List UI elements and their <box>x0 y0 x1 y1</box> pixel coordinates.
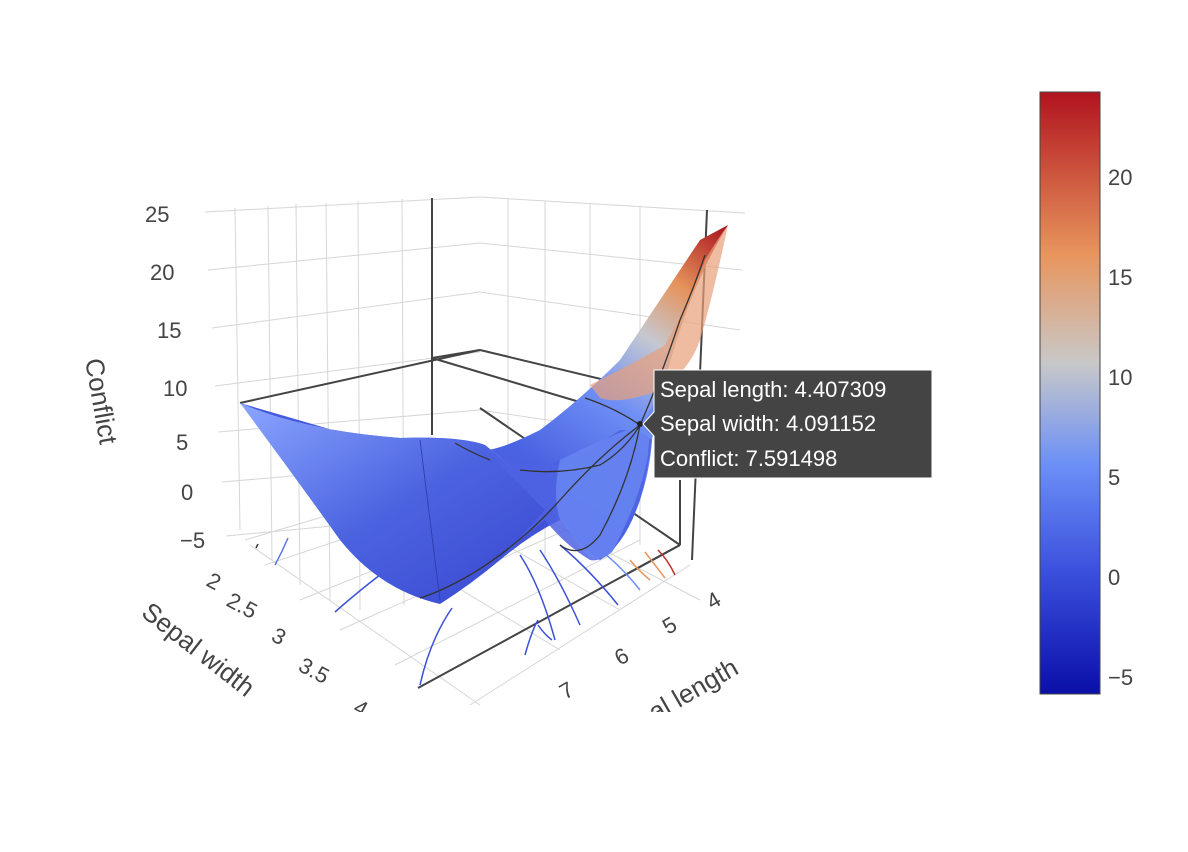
z-ticks: 25 20 15 10 5 0 −5 <box>145 202 205 553</box>
colorbar-tick: −5 <box>1108 665 1133 690</box>
z-tick: −5 <box>180 528 205 553</box>
colorbar-tick: 5 <box>1108 465 1120 490</box>
y-tick: 3.5 <box>295 652 334 688</box>
z-tick: 5 <box>176 430 188 455</box>
z-tick: 10 <box>163 376 187 401</box>
surface-contours <box>419 254 706 601</box>
z-tick: 20 <box>150 260 174 285</box>
plot-clip-mask <box>0 712 1000 852</box>
hover-line-y: Sepal width: 4.091152 <box>660 411 876 436</box>
z-tick: 0 <box>181 480 193 505</box>
hover-line-z: Conflict: 7.591498 <box>660 446 837 471</box>
colorbar-gradient <box>1039 91 1101 695</box>
colorbar-tick: 0 <box>1108 565 1120 590</box>
surface[interactable] <box>240 225 728 604</box>
hover-tooltip: Sepal length: 4.407309 Sepal width: 4.09… <box>642 369 933 479</box>
y-tick: 2 <box>203 567 226 595</box>
y-tick: 2.5 <box>223 587 262 623</box>
x-tick: 7 <box>555 677 578 705</box>
y-tick: 3 <box>268 622 291 650</box>
colorbar-tick: 10 <box>1108 365 1132 390</box>
colorbar: 20 15 10 5 0 −5 <box>1039 91 1133 695</box>
y-ticks: 2 2.5 3 3.5 4 <box>203 567 373 722</box>
x-tick: 5 <box>658 612 681 640</box>
colorbar-tick: 15 <box>1108 265 1132 290</box>
floor-contours <box>255 537 676 686</box>
z-tick: 15 <box>157 318 181 343</box>
hover-line-x: Sepal length: 4.407309 <box>660 377 886 402</box>
z-tick: 25 <box>145 202 169 227</box>
hover-point[interactable] <box>637 421 643 427</box>
z-axis-title: Conflict <box>79 356 124 447</box>
colorbar-tick: 20 <box>1108 165 1132 190</box>
x-tick: 4 <box>702 587 725 615</box>
x-tick: 6 <box>610 643 633 671</box>
